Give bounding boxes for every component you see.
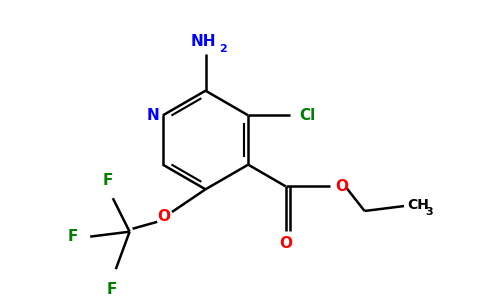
Text: F: F [68, 229, 78, 244]
Text: N: N [146, 108, 159, 123]
Text: F: F [103, 173, 113, 188]
Text: O: O [158, 209, 171, 224]
Text: NH: NH [191, 34, 216, 49]
Text: 2: 2 [219, 44, 227, 54]
Text: F: F [106, 282, 117, 297]
Text: O: O [279, 236, 292, 250]
Text: Cl: Cl [300, 108, 316, 123]
Text: CH: CH [407, 198, 429, 212]
Text: O: O [335, 179, 348, 194]
Text: 3: 3 [426, 207, 433, 217]
